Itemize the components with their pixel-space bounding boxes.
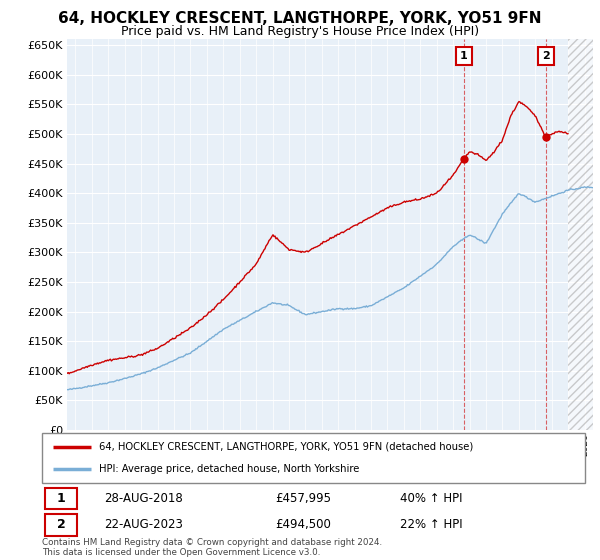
FancyBboxPatch shape bbox=[45, 514, 77, 535]
Text: HPI: Average price, detached house, North Yorkshire: HPI: Average price, detached house, Nort… bbox=[99, 464, 359, 474]
Text: 2: 2 bbox=[542, 50, 550, 60]
Text: £457,995: £457,995 bbox=[275, 492, 331, 505]
Text: 64, HOCKLEY CRESCENT, LANGTHORPE, YORK, YO51 9FN (detached house): 64, HOCKLEY CRESCENT, LANGTHORPE, YORK, … bbox=[99, 442, 473, 452]
Bar bbox=[568, 39, 600, 430]
Text: 1: 1 bbox=[460, 50, 468, 60]
FancyBboxPatch shape bbox=[45, 488, 77, 509]
Text: 28-AUG-2018: 28-AUG-2018 bbox=[104, 492, 183, 505]
Text: Contains HM Land Registry data © Crown copyright and database right 2024.
This d: Contains HM Land Registry data © Crown c… bbox=[42, 538, 382, 557]
Text: £494,500: £494,500 bbox=[275, 519, 331, 531]
Text: 64, HOCKLEY CRESCENT, LANGTHORPE, YORK, YO51 9FN: 64, HOCKLEY CRESCENT, LANGTHORPE, YORK, … bbox=[58, 11, 542, 26]
Text: 40% ↑ HPI: 40% ↑ HPI bbox=[400, 492, 463, 505]
Text: 22% ↑ HPI: 22% ↑ HPI bbox=[400, 519, 463, 531]
Text: Price paid vs. HM Land Registry's House Price Index (HPI): Price paid vs. HM Land Registry's House … bbox=[121, 25, 479, 38]
Bar bbox=[568, 39, 600, 430]
Text: 22-AUG-2023: 22-AUG-2023 bbox=[104, 519, 184, 531]
Text: 2: 2 bbox=[56, 519, 65, 531]
Text: 1: 1 bbox=[56, 492, 65, 505]
